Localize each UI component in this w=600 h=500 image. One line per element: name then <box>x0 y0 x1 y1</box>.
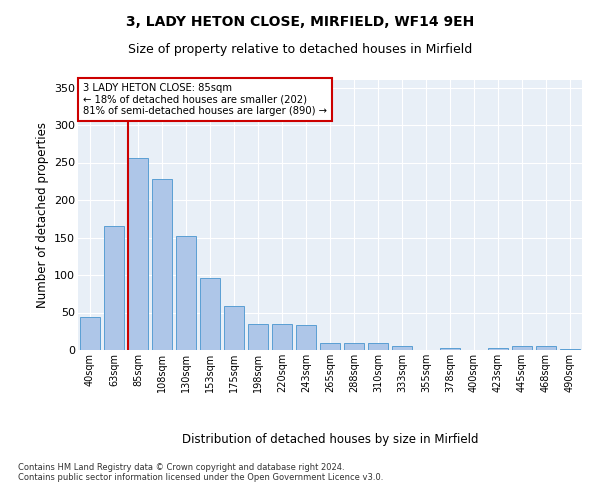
Text: Distribution of detached houses by size in Mirfield: Distribution of detached houses by size … <box>182 432 478 446</box>
Bar <box>320 344 340 350</box>
Bar <box>176 236 196 350</box>
Bar <box>512 346 532 350</box>
Text: Size of property relative to detached houses in Mirfield: Size of property relative to detached ho… <box>128 42 472 56</box>
Text: 3 LADY HETON CLOSE: 85sqm
← 18% of detached houses are smaller (202)
81% of semi: 3 LADY HETON CLOSE: 85sqm ← 18% of detac… <box>83 82 327 116</box>
Bar <box>368 344 388 350</box>
Text: 3, LADY HETON CLOSE, MIRFIELD, WF14 9EH: 3, LADY HETON CLOSE, MIRFIELD, WF14 9EH <box>126 15 474 29</box>
Bar <box>440 348 460 350</box>
Bar <box>128 158 148 350</box>
Bar <box>560 348 580 350</box>
Bar <box>392 346 412 350</box>
Y-axis label: Number of detached properties: Number of detached properties <box>35 122 49 308</box>
Text: Contains HM Land Registry data © Crown copyright and database right 2024.
Contai: Contains HM Land Registry data © Crown c… <box>18 462 383 482</box>
Bar <box>248 324 268 350</box>
Bar <box>272 324 292 350</box>
Bar <box>344 342 364 350</box>
Bar <box>536 346 556 350</box>
Bar <box>80 317 100 350</box>
Bar <box>224 306 244 350</box>
Bar <box>104 226 124 350</box>
Bar <box>488 348 508 350</box>
Bar <box>296 324 316 350</box>
Bar <box>152 179 172 350</box>
Bar <box>200 278 220 350</box>
